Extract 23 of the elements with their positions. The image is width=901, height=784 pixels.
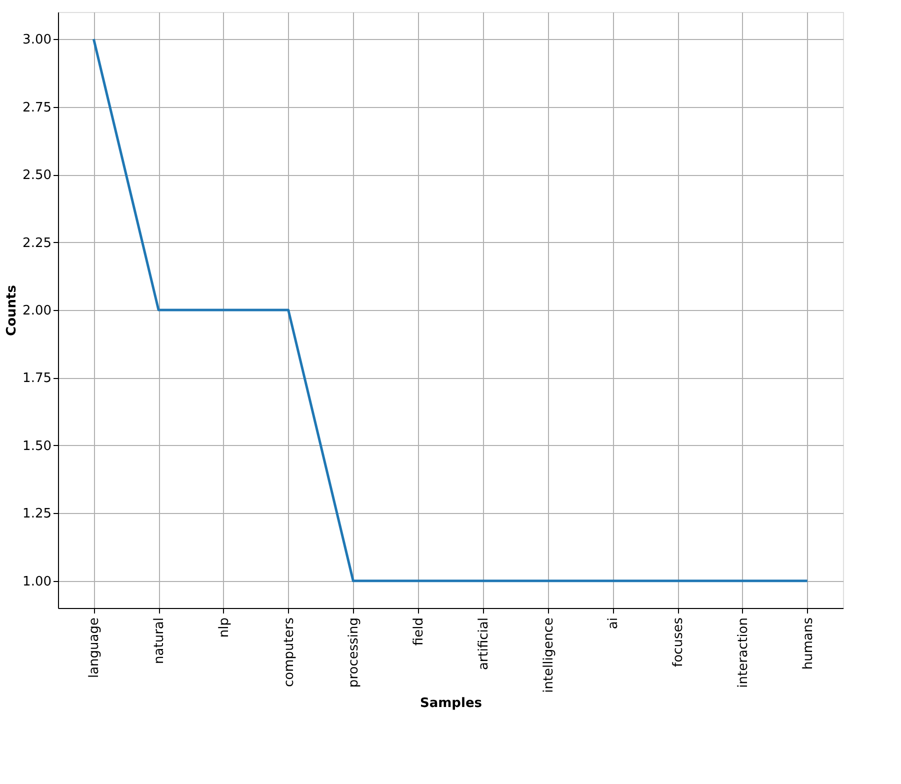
x-tick-label: processing [346, 618, 362, 688]
y-axis-title: Counts [4, 284, 20, 336]
x-tick-label: computers [282, 617, 297, 687]
x-tick-label: intelligence [541, 618, 556, 693]
y-tick-label: 1.50 [22, 438, 52, 454]
x-tick-label: natural [152, 618, 168, 664]
x-tick-label: ai [606, 618, 622, 630]
x-tick-label: focuses [671, 617, 686, 667]
x-tick-label: nlp [216, 618, 232, 638]
x-tick-label: humans [800, 617, 816, 670]
x-tick-label: field [412, 618, 427, 646]
y-tick-label: 2.75 [22, 100, 52, 116]
y-tick-label: 1.75 [22, 371, 52, 386]
x-tick-label: artificial [476, 618, 492, 670]
y-tick-label: 3.00 [22, 32, 52, 48]
y-tick-label: 2.50 [22, 168, 52, 184]
y-tick-label: 2.00 [22, 304, 52, 318]
y-tick-label: 1.00 [22, 574, 52, 590]
x-tick-label: language [87, 618, 102, 678]
y-tick-label: 1.25 [22, 506, 52, 522]
y-tick-label: 2.25 [22, 236, 52, 251]
x-tick-label: interaction [736, 618, 751, 688]
x-axis-title: Samples [420, 696, 482, 711]
